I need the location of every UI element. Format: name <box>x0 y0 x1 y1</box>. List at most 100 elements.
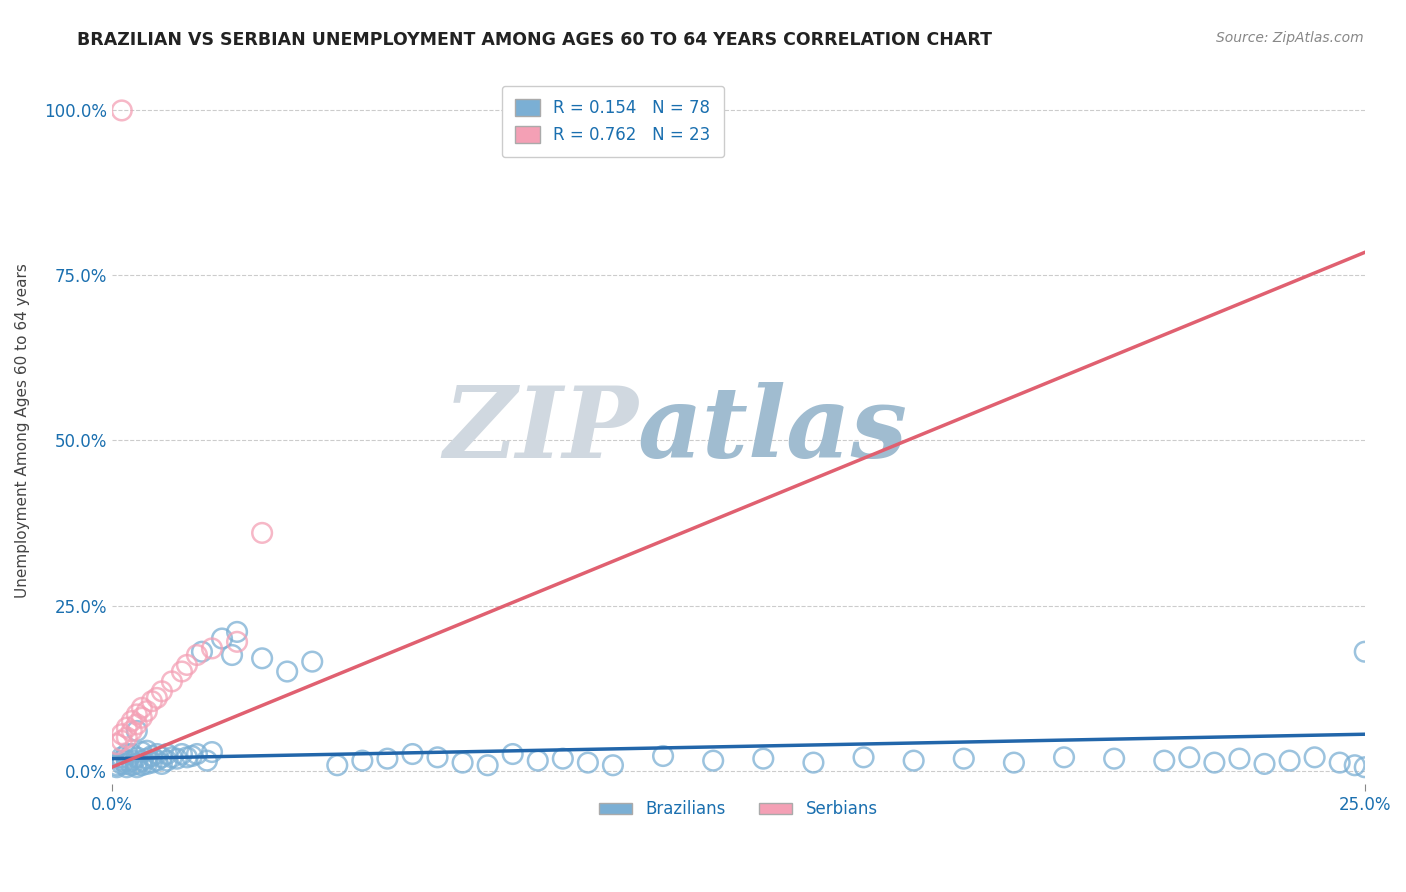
Point <box>115 760 138 774</box>
Point <box>121 723 143 738</box>
Point <box>195 754 218 768</box>
Y-axis label: Unemployment Among Ages 60 to 64 years: Unemployment Among Ages 60 to 64 years <box>15 263 30 598</box>
Point <box>191 645 214 659</box>
Point <box>1303 750 1326 764</box>
Point <box>1229 752 1251 766</box>
Point <box>105 737 128 751</box>
Point <box>477 758 499 772</box>
Point <box>186 747 208 761</box>
Point <box>176 657 198 672</box>
Point <box>301 655 323 669</box>
Point <box>160 674 183 689</box>
Point <box>401 747 423 761</box>
Point <box>181 749 204 764</box>
Point <box>602 758 624 772</box>
Point <box>125 760 148 774</box>
Point <box>1278 754 1301 768</box>
Text: ZIP: ZIP <box>443 383 638 479</box>
Point <box>201 745 224 759</box>
Point <box>111 734 134 748</box>
Point <box>121 714 143 728</box>
Point <box>170 665 193 679</box>
Point <box>121 758 143 772</box>
Point <box>141 756 163 770</box>
Point <box>250 525 273 540</box>
Point <box>1153 754 1175 768</box>
Point <box>1354 760 1376 774</box>
Point <box>135 704 157 718</box>
Point <box>276 665 298 679</box>
Point <box>903 754 925 768</box>
Point <box>451 756 474 770</box>
Point <box>115 756 138 771</box>
Point <box>105 758 128 772</box>
Point <box>1253 756 1275 771</box>
Point <box>125 707 148 722</box>
Point <box>131 745 153 759</box>
Text: atlas: atlas <box>638 383 908 479</box>
Point <box>702 754 724 768</box>
Text: BRAZILIAN VS SERBIAN UNEMPLOYMENT AMONG AGES 60 TO 64 YEARS CORRELATION CHART: BRAZILIAN VS SERBIAN UNEMPLOYMENT AMONG … <box>77 31 993 49</box>
Point <box>115 731 138 745</box>
Point <box>201 641 224 656</box>
Point <box>111 103 134 118</box>
Legend: Brazilians, Serbians: Brazilians, Serbians <box>592 794 884 825</box>
Point <box>111 750 134 764</box>
Point <box>121 747 143 761</box>
Point <box>156 747 179 761</box>
Text: Source: ZipAtlas.com: Source: ZipAtlas.com <box>1216 31 1364 45</box>
Point <box>150 684 173 698</box>
Point <box>135 756 157 771</box>
Point <box>1102 752 1125 766</box>
Point <box>111 756 134 771</box>
Point <box>105 760 128 774</box>
Point <box>131 754 153 768</box>
Point <box>752 752 775 766</box>
Point <box>1329 756 1351 770</box>
Point <box>426 750 449 764</box>
Point <box>352 754 374 768</box>
Point <box>125 723 148 738</box>
Point <box>131 711 153 725</box>
Point <box>952 752 974 766</box>
Point <box>125 756 148 771</box>
Point <box>150 756 173 771</box>
Point <box>170 747 193 761</box>
Point <box>135 744 157 758</box>
Point <box>250 651 273 665</box>
Point <box>115 721 138 735</box>
Point <box>502 747 524 761</box>
Point <box>1002 756 1025 770</box>
Point <box>115 754 138 768</box>
Point <box>226 624 249 639</box>
Point <box>146 754 169 768</box>
Point <box>135 752 157 766</box>
Point <box>150 750 173 764</box>
Point <box>652 749 675 764</box>
Point <box>211 632 233 646</box>
Point <box>125 750 148 764</box>
Point <box>131 701 153 715</box>
Point <box>125 717 148 731</box>
Point <box>1178 750 1201 764</box>
Point <box>166 752 188 766</box>
Point <box>141 694 163 708</box>
Point <box>576 756 599 770</box>
Point <box>1344 758 1367 772</box>
Point <box>526 754 548 768</box>
Point <box>1354 645 1376 659</box>
Point <box>156 754 179 768</box>
Point <box>141 749 163 764</box>
Point <box>551 752 574 766</box>
Point <box>1053 750 1076 764</box>
Point <box>146 690 169 705</box>
Point <box>111 754 134 768</box>
Point <box>803 756 825 770</box>
Point <box>111 727 134 741</box>
Point <box>121 754 143 768</box>
Point <box>186 648 208 662</box>
Point <box>160 750 183 764</box>
Point <box>221 648 243 662</box>
Point <box>1204 756 1226 770</box>
Point <box>326 758 349 772</box>
